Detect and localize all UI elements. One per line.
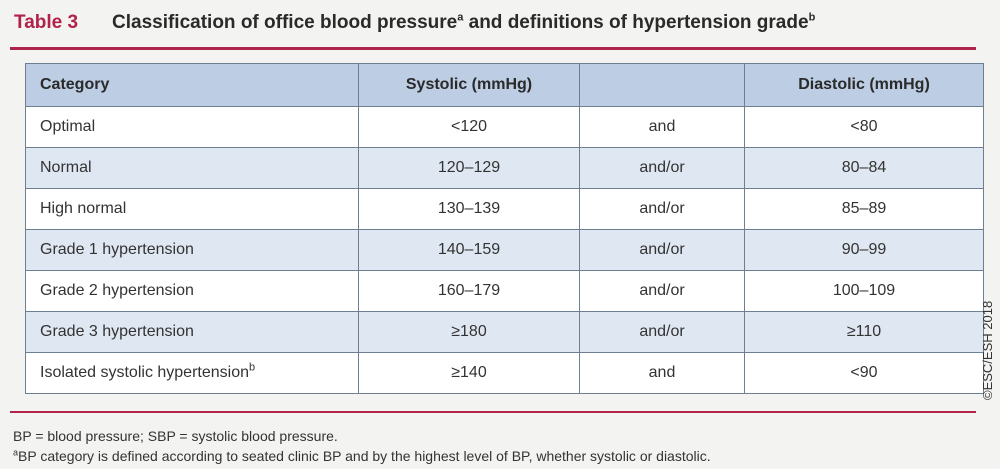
cell-systolic: 120–129 [358,147,580,189]
cell-category: Normal [25,147,359,189]
table-row: Normal 120–129 and/or 80–84 [25,147,984,189]
cell-systolic: ≥140 [358,352,580,394]
cell-conjunction: and/or [579,311,745,353]
cell-conjunction: and/or [579,229,745,271]
cell-diastolic: <90 [744,352,984,394]
category-superscript-b: b [249,361,256,374]
cell-category: Optimal [25,106,359,148]
copyright-notice: ©ESC/ESH 2018 [980,300,995,400]
cell-diastolic: 90–99 [744,229,984,271]
footnote-a-text: BP category is defined according to seat… [18,448,711,464]
table-row: Optimal <120 and <80 [25,106,984,148]
footnote-superscript-a: a [13,447,19,458]
table-row: High normal 130–139 and/or 85–89 [25,188,984,230]
header-diastolic: Diastolic (mmHg) [744,63,984,107]
header-systolic: Systolic (mmHg) [358,63,580,107]
cell-systolic: 160–179 [358,270,580,312]
cell-systolic: 140–159 [358,229,580,271]
header-category: Category [25,63,359,107]
footnote-abbreviations: BP = blood pressure; SBP = systolic bloo… [13,428,338,444]
cell-conjunction: and/or [579,188,745,230]
table-row: Grade 3 hypertension ≥180 and/or ≥110 [25,311,984,353]
cell-category: Isolated systolic hypertensionb [25,352,359,394]
cell-conjunction: and/or [579,270,745,312]
cell-conjunction: and [579,106,745,148]
header-conjunction [579,63,745,107]
cell-category: Grade 1 hypertension [25,229,359,271]
cell-systolic: 130–139 [358,188,580,230]
table-title-part2: and definitions of hypertension grade [463,12,809,33]
cell-diastolic: 85–89 [744,188,984,230]
cell-category: High normal [25,188,359,230]
cell-category: Grade 3 hypertension [25,311,359,353]
footnote-a: aBP category is defined according to sea… [13,448,711,464]
table-row: Grade 1 hypertension 140–159 and/or 90–9… [25,229,984,271]
top-rule [10,47,976,50]
cell-category-text: Isolated systolic hypertension [40,364,249,381]
table-title-part1: Classification of office blood pressure [112,12,458,33]
title-superscript-a: a [457,11,464,24]
cell-diastolic: 100–109 [744,270,984,312]
cell-diastolic: 80–84 [744,147,984,189]
cell-diastolic: ≥110 [744,311,984,353]
cell-category: Grade 2 hypertension [25,270,359,312]
table-row: Isolated systolic hypertensionb ≥140 and… [25,352,984,394]
cell-diastolic: <80 [744,106,984,148]
table-title: Classification of office blood pressurea… [112,12,815,34]
table-caption: Table 3 Classification of office blood p… [0,0,1000,44]
title-superscript-b: b [808,11,816,24]
cell-systolic: ≥180 [358,311,580,353]
table-header-row: Category Systolic (mmHg) Diastolic (mmHg… [25,63,984,107]
cell-conjunction: and/or [579,147,745,189]
table-label: Table 3 [14,12,79,33]
bp-classification-table: Category Systolic (mmHg) Diastolic (mmHg… [25,63,984,394]
cell-conjunction: and [579,352,745,394]
bottom-rule [10,411,976,413]
cell-systolic: <120 [358,106,580,148]
table-row: Grade 2 hypertension 160–179 and/or 100–… [25,270,984,312]
